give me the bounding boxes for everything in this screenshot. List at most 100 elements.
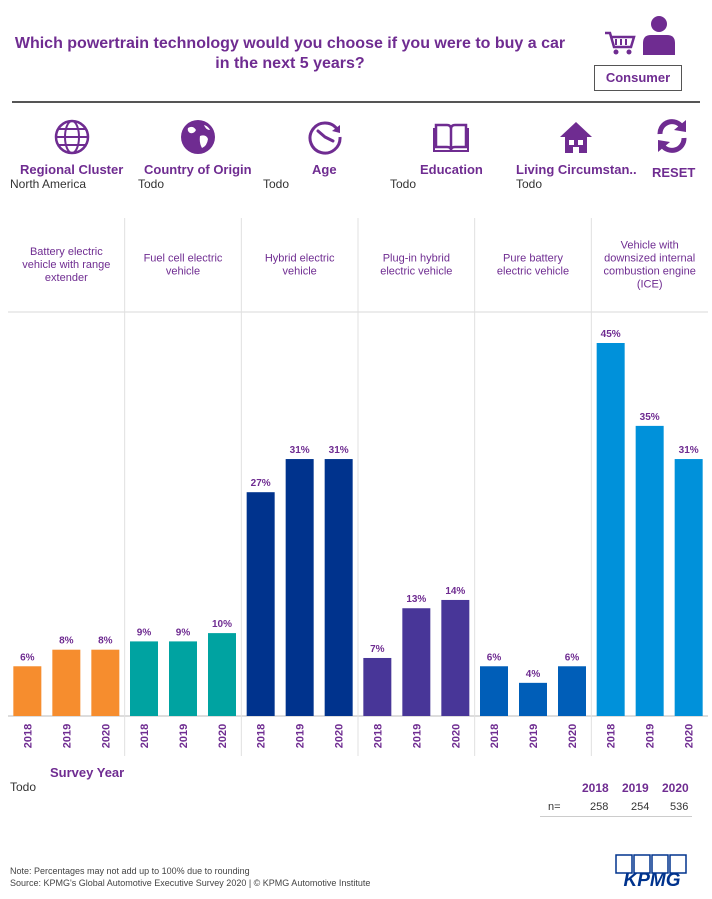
filter-label-living-circumstances: Living Circumstan.. (516, 162, 637, 177)
person-icon (643, 16, 675, 55)
filter-value-education[interactable]: Todo (390, 177, 417, 191)
n-table-year-2020: 2020 (662, 781, 689, 795)
clock-icon[interactable] (307, 119, 343, 155)
house-icon[interactable] (558, 119, 594, 155)
bar (363, 657, 392, 716)
consumer-button[interactable]: Consumer (594, 65, 682, 91)
filter-value-living-circumstances[interactable]: Todo (516, 177, 543, 191)
data-label: 6% (20, 652, 35, 663)
data-label: 9% (176, 627, 191, 638)
panel-header-label: Battery electric (30, 246, 103, 258)
shopping-cart-icon (605, 31, 636, 55)
note-text: Note: Percentages may not add up to 100%… (10, 866, 250, 876)
filter-label-country-of-origin: Country of Origin (144, 162, 252, 177)
filter-value-regional-cluster[interactable]: North America (10, 177, 87, 191)
kpmg-logo-text: KPMG (624, 870, 681, 889)
panel-header-label: Pure battery (503, 253, 563, 265)
data-label: 31% (290, 445, 310, 456)
x-tick-label: 2018 (372, 724, 384, 748)
x-tick-label: 2019 (295, 724, 307, 748)
reset-icon[interactable] (652, 116, 692, 156)
bar (441, 599, 470, 716)
data-label: 31% (679, 445, 699, 456)
bar (130, 641, 158, 716)
bar (169, 641, 197, 716)
panel-header-label: extender (45, 272, 88, 284)
bar (402, 608, 431, 716)
x-tick-label: 2018 (256, 724, 268, 748)
footnote: Note: Percentages may not add up to 100%… (10, 865, 370, 889)
bar (13, 666, 42, 716)
panel-header-label: vehicle (166, 266, 200, 278)
data-label: 8% (59, 636, 74, 647)
globe-icon[interactable] (54, 119, 90, 155)
panel-header-label: vehicle with range (22, 259, 110, 271)
panel-header-label: electric vehicle (380, 266, 452, 278)
x-tick-label: 2019 (61, 724, 73, 748)
filter-label-age: Age (312, 162, 337, 177)
panel-header-label: Plug-in hybrid (383, 253, 450, 265)
x-tick-label: 2019 (645, 724, 657, 748)
data-label: 4% (526, 669, 541, 680)
source-text: Source: KPMG's Global Automotive Executi… (10, 878, 371, 888)
reset-button[interactable]: RESET (652, 165, 696, 180)
x-tick-label: 2020 (100, 724, 112, 748)
x-tick-label: 2018 (22, 724, 34, 748)
data-label: 9% (137, 627, 152, 638)
bar (674, 459, 703, 716)
x-tick-label: 2020 (450, 724, 462, 748)
filter-label-education: Education (420, 162, 483, 177)
filter-label-regional-cluster: Regional Cluster (20, 162, 124, 177)
data-label: 45% (601, 329, 621, 340)
chart-title: Which powertrain technology would you ch… (0, 34, 580, 74)
panel-header-label: downsized internal (604, 253, 695, 265)
x-tick-label: 2020 (217, 724, 229, 748)
filter-value-country-of-origin[interactable]: Todo (138, 177, 165, 191)
bar (558, 666, 586, 716)
x-tick-label: 2020 (334, 724, 346, 748)
panel-header-label: vehicle (283, 266, 317, 278)
x-tick-label: 2018 (139, 724, 151, 748)
data-label: 10% (212, 619, 232, 630)
x-tick-label: 2019 (411, 724, 423, 748)
x-tick-label: 2019 (178, 724, 190, 748)
title-line-1: Which powertrain technology would you ch… (14, 35, 566, 52)
bar (246, 492, 275, 716)
panel-header-label: Fuel cell electric (144, 253, 223, 265)
panel-header-label: (ICE) (637, 279, 663, 291)
x-tick-label: 2018 (489, 724, 501, 748)
bar (91, 649, 120, 716)
header-divider (12, 101, 700, 103)
bar (52, 649, 81, 716)
x-tick-label: 2020 (684, 724, 696, 748)
panel-header-label: electric vehicle (497, 266, 569, 278)
n-table-value-2020: 536 (670, 801, 689, 813)
book-icon[interactable] (433, 119, 469, 155)
title-line-2: in the next 5 years? (215, 55, 365, 72)
bar (285, 459, 314, 716)
panel-header-label: combustion engine (603, 266, 695, 278)
filter-value-age[interactable]: Todo (263, 177, 290, 191)
survey-year-filter-value[interactable]: Todo (10, 780, 37, 794)
bar (480, 666, 508, 716)
bar (324, 459, 353, 716)
kpmg-logo: KPMG (615, 854, 687, 889)
x-axis-title: Survey Year (50, 765, 125, 780)
n-table-value-2018: 258 (590, 801, 609, 813)
bar (596, 343, 625, 716)
data-label: 35% (640, 412, 660, 423)
x-tick-label: 2018 (606, 724, 618, 748)
data-label: 7% (370, 644, 385, 655)
data-label: 13% (406, 594, 426, 605)
n-table-value-2019: 254 (631, 801, 650, 813)
data-label: 31% (329, 445, 349, 456)
earth-icon[interactable] (180, 119, 216, 155)
bar (208, 633, 236, 716)
n-table-year-2018: 2018 (582, 781, 609, 795)
x-tick-label: 2020 (567, 724, 579, 748)
data-label: 6% (487, 652, 502, 663)
data-label: 8% (98, 636, 113, 647)
data-label: 6% (565, 652, 580, 663)
panel-header-label: Vehicle with (621, 240, 679, 252)
